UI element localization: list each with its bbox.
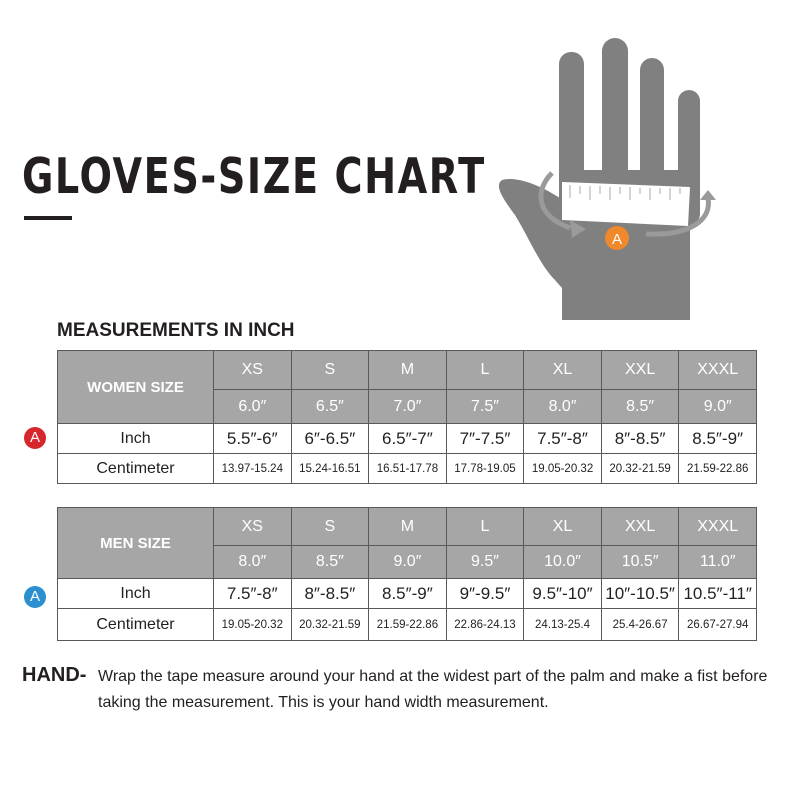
marker-a-label: A: [612, 231, 622, 248]
cm-cell: 15.24-16.51: [290, 453, 370, 484]
nominal-cell: 7.5″: [445, 389, 525, 424]
nominal-cell: 6.0″: [213, 389, 292, 424]
size-cell: XXXL: [678, 350, 757, 390]
tape-measure-icon: [562, 182, 690, 226]
inch-cell: 8″-8.5″: [600, 423, 680, 454]
nominal-cell: 8.0″: [523, 389, 602, 424]
cm-cell: 19.05-20.32: [523, 453, 602, 484]
size-cell: L: [445, 350, 525, 390]
hand-instructions: Wrap the tape measure around your hand a…: [98, 668, 768, 711]
wrap-arrow-icon: [538, 171, 711, 237]
size-cell: XXL: [600, 507, 680, 546]
inch-cell: 8″-8.5″: [290, 578, 370, 609]
inch-cell: 8.5″-9″: [368, 578, 447, 609]
cm-cell: 24.13-25.4: [523, 608, 602, 641]
inch-cell: 9.5″-10″: [523, 578, 602, 609]
cm-cell: 19.05-20.32: [213, 608, 292, 641]
nominal-cell: 10.5″: [600, 545, 680, 579]
inch-cell: 6.5″-7″: [368, 423, 447, 454]
cm-cell: 20.32-21.59: [290, 608, 370, 641]
cm-cell: 25.4-26.67: [600, 608, 680, 641]
cm-cell: 21.59-22.86: [678, 453, 757, 484]
cm-cell: 21.59-22.86: [368, 608, 447, 641]
nominal-cell: 8.5″: [290, 545, 370, 579]
size-cell: S: [290, 350, 370, 390]
nominal-cell: 9.0″: [368, 545, 447, 579]
inch-cell: 10″-10.5″: [600, 578, 680, 609]
hand-icon: [498, 38, 700, 320]
cm-cell: 13.97-15.24: [213, 453, 292, 484]
men-marker-a-icon: A: [24, 586, 46, 608]
title-underline: [24, 216, 72, 220]
size-cell: M: [368, 507, 447, 546]
size-cell: XS: [213, 350, 292, 390]
nominal-cell: 7.0″: [368, 389, 447, 424]
nominal-cell: 9.0″: [678, 389, 757, 424]
size-cell: XS: [213, 507, 292, 546]
inch-cell: 5.5″-6″: [213, 423, 292, 454]
cm-cell: 20.32-21.59: [600, 453, 680, 484]
nominal-cell: 8.0″: [213, 545, 292, 579]
cm-cell: 26.67-27.94: [678, 608, 757, 641]
nominal-cell: 9.5″: [445, 545, 525, 579]
size-cell: XL: [523, 350, 602, 390]
inch-cell: 9″-9.5″: [445, 578, 525, 609]
men-size-table: MEN SIZE XS S M L XL XXL XXXL 8.0″ 8.5″ …: [57, 507, 757, 641]
measurements-heading: MEASUREMENTS IN INCH: [57, 320, 295, 341]
size-cell: XXL: [600, 350, 680, 390]
size-cell: L: [445, 507, 525, 546]
cm-row-label: Centimeter: [57, 453, 214, 484]
size-cell: S: [290, 507, 370, 546]
cm-row-label: Centimeter: [57, 608, 214, 641]
size-cell: M: [368, 350, 447, 390]
nominal-cell: 8.5″: [600, 389, 680, 424]
nominal-cell: 6.5″: [290, 389, 370, 424]
women-marker-a-icon: A: [24, 427, 46, 449]
size-cell: XL: [523, 507, 602, 546]
cm-cell: 17.78-19.05: [445, 453, 525, 484]
inch-cell: 7.5″-8″: [213, 578, 292, 609]
inch-cell: 8.5″-9″: [678, 423, 757, 454]
cm-cell: 22.86-24.13: [445, 608, 525, 641]
men-size-header: MEN SIZE: [57, 507, 214, 579]
inch-cell: 7.5″-8″: [523, 423, 602, 454]
inch-row-label: Inch: [57, 578, 214, 609]
hand-measurement-illustration: A: [498, 38, 716, 320]
women-size-table: WOMEN SIZE XS S M L XL XXL XXXL 6.0″ 6.5…: [57, 350, 757, 484]
inch-row-label: Inch: [57, 423, 214, 454]
nominal-cell: 10.0″: [523, 545, 602, 579]
nominal-cell: 11.0″: [678, 545, 757, 579]
cm-cell: 16.51-17.78: [368, 453, 447, 484]
inch-cell: 6″-6.5″: [290, 423, 370, 454]
marker-a-icon: [605, 226, 629, 250]
women-size-header: WOMEN SIZE: [57, 350, 214, 424]
inch-cell: 7″-7.5″: [445, 423, 525, 454]
inch-cell: 10.5″-11″: [678, 578, 757, 609]
page-title: GLOVES-SIZE CHART: [22, 148, 486, 205]
hand-label: HAND-: [22, 664, 87, 686]
size-cell: XXXL: [678, 507, 757, 546]
